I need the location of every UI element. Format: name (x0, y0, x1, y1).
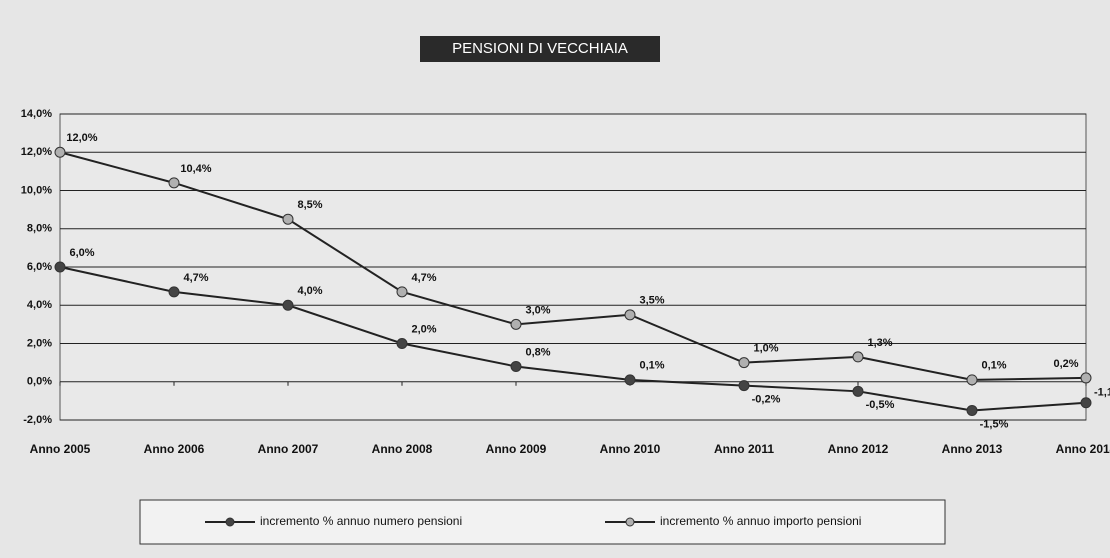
x-tick-label: Anno 2009 (486, 442, 547, 456)
x-tick-label: Anno 2011 (714, 442, 774, 456)
point (624, 309, 636, 321)
point (1080, 397, 1092, 409)
legend (139, 499, 946, 545)
y-tick-label: 10,0% (21, 184, 52, 196)
data-label: 3,0% (525, 304, 550, 316)
data-label: 6,0% (69, 247, 94, 259)
x-tick-label: Anno 2007 (258, 442, 319, 456)
legend-label: incremento % annuo importo pensioni (660, 514, 861, 528)
chart-title: PENSIONI DI VECCHIAIA (452, 40, 628, 57)
data-label: 4,0% (297, 285, 322, 297)
legend-label: incremento % annuo numero pensioni (260, 514, 462, 528)
point (168, 177, 180, 189)
data-label: 2,0% (411, 323, 436, 335)
data-label: 0,8% (525, 346, 550, 358)
y-tick-label: 6,0% (27, 261, 52, 273)
data-label: 4,7% (183, 272, 208, 284)
y-tick-label: -2,0% (23, 414, 52, 426)
series-line (59, 266, 1087, 412)
title-box (420, 36, 660, 62)
x-tick-label: Anno 2006 (144, 442, 205, 456)
point (396, 338, 408, 349)
point (966, 404, 978, 416)
x-tick-label: Anno 2005 (30, 442, 91, 456)
point (54, 261, 66, 273)
data-label: 1,0% (753, 343, 778, 355)
data-label: 10,4% (180, 163, 211, 175)
x-tick-label: Anno 2012 (828, 442, 889, 456)
point (738, 380, 750, 392)
point (624, 374, 636, 386)
point (966, 374, 978, 386)
series-line (59, 151, 1087, 381)
data-label: -1,5% (980, 418, 1009, 430)
legend-marker (625, 517, 635, 527)
x-tick-label: Anno 2014 (1056, 442, 1110, 456)
point (1080, 372, 1092, 384)
point (852, 385, 864, 397)
data-label: 12,0% (66, 132, 97, 144)
y-tick-label: 14,0% (21, 108, 52, 120)
x-tick-label: Anno 2010 (600, 442, 661, 456)
point (396, 286, 408, 298)
point (168, 286, 180, 298)
y-tick-label: 4,0% (27, 299, 52, 311)
data-label: 8,5% (297, 199, 322, 211)
point (852, 351, 864, 363)
data-label: 3,5% (639, 295, 664, 307)
data-label: -0,2% (752, 393, 781, 405)
x-tick-label: Anno 2013 (942, 442, 1003, 456)
y-tick-label: 0,0% (27, 376, 52, 388)
point (282, 213, 294, 225)
data-label: 0,2% (1053, 358, 1078, 370)
data-label: 0,1% (639, 360, 664, 372)
data-label: 4,7% (411, 272, 436, 284)
data-label: 1,3% (867, 337, 892, 349)
point (738, 357, 750, 369)
data-label: -0,5% (866, 399, 895, 411)
point (54, 146, 66, 158)
point (510, 318, 522, 330)
y-tick-label: 12,0% (21, 146, 52, 158)
data-label: 0,1% (981, 360, 1006, 372)
x-tick-label: Anno 2008 (372, 442, 433, 456)
y-tick-label: 8,0% (27, 223, 52, 235)
legend-marker (225, 517, 235, 527)
data-label: -1,1% (1094, 387, 1110, 399)
y-tick-label: 2,0% (27, 337, 52, 349)
point (282, 299, 294, 311)
point (510, 360, 522, 372)
